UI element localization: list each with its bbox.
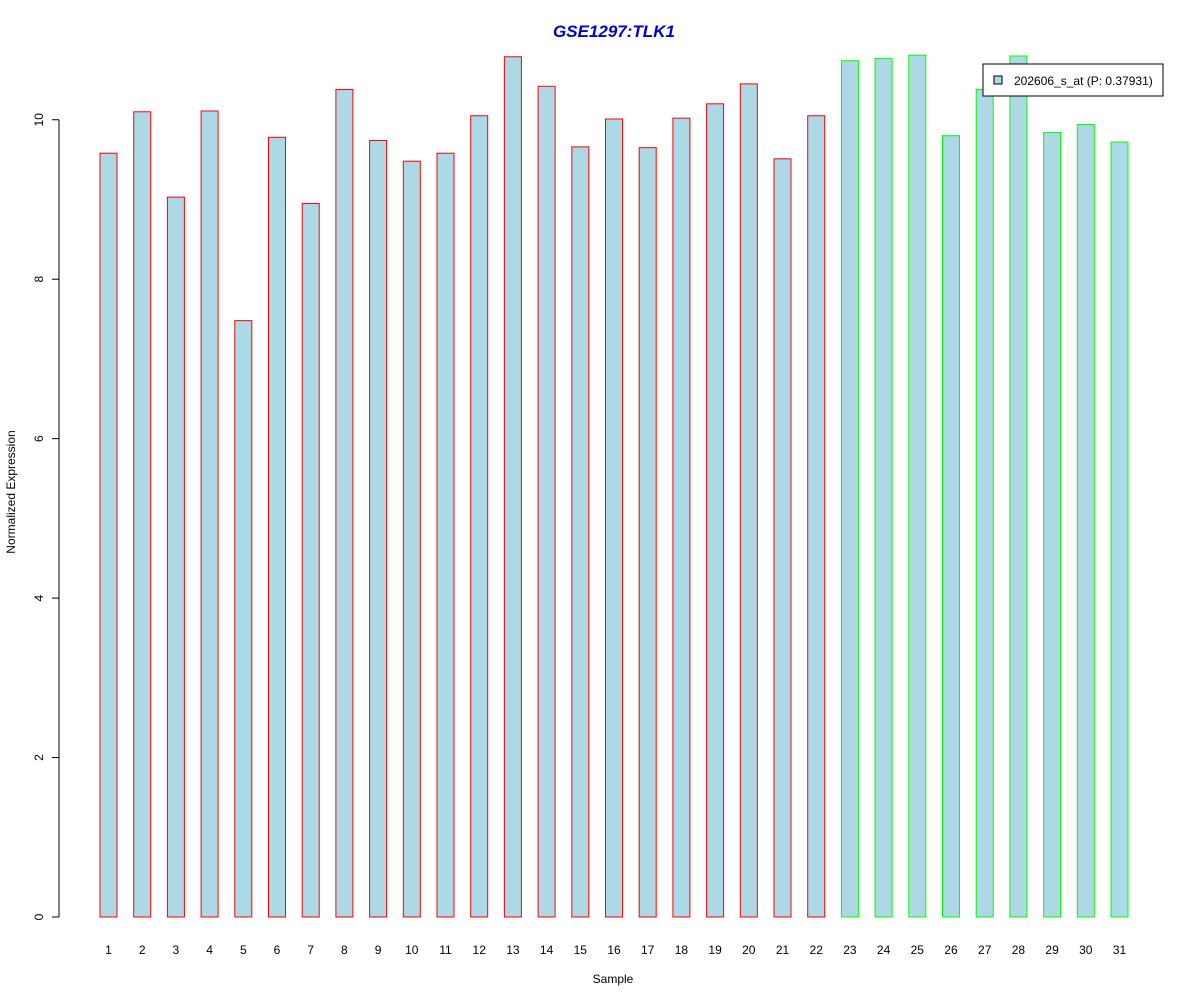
bar-sample-7 bbox=[301, 202, 320, 918]
x-tick-label: 28 bbox=[1012, 943, 1026, 957]
bar-sample-27 bbox=[975, 88, 994, 918]
x-tick-label: 8 bbox=[341, 943, 348, 957]
x-tick-label: 17 bbox=[641, 943, 655, 957]
bar-sample-26 bbox=[942, 135, 960, 918]
x-tick-label: 7 bbox=[307, 943, 314, 957]
bar-sample-9 bbox=[369, 139, 388, 918]
bars bbox=[99, 54, 1129, 918]
x-tick-label: 11 bbox=[439, 943, 452, 957]
y-tick-label: 0 bbox=[32, 913, 46, 920]
legend: 202606_s_at (P: 0.37931) bbox=[982, 63, 1164, 97]
bar-sample-23 bbox=[840, 60, 859, 918]
bar-sample-20 bbox=[739, 83, 758, 918]
x-tick-label: 31 bbox=[1113, 943, 1127, 957]
x-tick-label: 24 bbox=[877, 943, 891, 957]
bar-sample-28 bbox=[1009, 55, 1028, 918]
x-axis-ticks: 1 2 3 4 5 6 7 8 9 10 11 12 13 14 15 16 17 18 19 20 21 22 23 24 2… bbox=[105, 943, 1126, 957]
x-tick-label: 1 bbox=[105, 943, 112, 957]
legend-label: 202606_s_at (P: 0.37931) bbox=[1014, 74, 1153, 88]
bar-sample-30 bbox=[1076, 124, 1095, 918]
bar-sample-14 bbox=[537, 85, 556, 918]
bar-sample-5 bbox=[234, 320, 253, 918]
x-tick-label: 25 bbox=[911, 943, 925, 957]
bar-sample-21 bbox=[773, 158, 792, 918]
x-tick-label: 18 bbox=[675, 943, 689, 957]
bar-sample-17 bbox=[638, 147, 657, 918]
bar-sample-12 bbox=[470, 115, 489, 918]
x-tick-label: 9 bbox=[375, 943, 382, 957]
y-tick-label: 10 bbox=[32, 113, 46, 127]
x-tick-label: 15 bbox=[574, 943, 588, 957]
x-tick-label: 23 bbox=[843, 943, 857, 957]
chart-title: GSE1297:TLK1 bbox=[553, 22, 675, 41]
legend-swatch bbox=[993, 75, 1003, 85]
bar-sample-6 bbox=[268, 136, 286, 918]
x-tick-label: 5 bbox=[240, 943, 247, 957]
x-tick-label: 27 bbox=[978, 943, 992, 957]
legend-box bbox=[982, 63, 1164, 97]
x-tick-label: 29 bbox=[1045, 943, 1059, 957]
x-tick-label: 30 bbox=[1079, 943, 1093, 957]
bar-sample-2 bbox=[133, 111, 152, 918]
y-tick-label: 6 bbox=[32, 435, 46, 442]
x-tick-label: 4 bbox=[206, 943, 213, 957]
y-tick-label: 2 bbox=[32, 754, 46, 761]
bar-sample-11 bbox=[436, 152, 455, 918]
bar-sample-29 bbox=[1043, 132, 1062, 918]
x-axis-title: Sample bbox=[593, 972, 634, 986]
x-tick-label: 26 bbox=[944, 943, 958, 957]
bar-sample-3 bbox=[166, 196, 185, 918]
x-tick-label: 22 bbox=[810, 943, 824, 957]
bar-sample-8 bbox=[335, 88, 354, 918]
y-tick-label: 4 bbox=[32, 594, 46, 601]
x-tick-label: 12 bbox=[473, 943, 487, 957]
x-tick-label: 13 bbox=[506, 943, 520, 957]
y-axis-title: Normalized Expression bbox=[4, 430, 18, 553]
bar-sample-10 bbox=[402, 160, 421, 918]
bar-sample-19 bbox=[706, 103, 725, 918]
x-tick-label: 10 bbox=[405, 943, 419, 957]
bar-sample-31 bbox=[1110, 141, 1129, 918]
bar-sample-18 bbox=[672, 117, 691, 918]
bar-sample-13 bbox=[503, 56, 522, 918]
bar-sample-15 bbox=[571, 146, 590, 918]
x-tick-label: 20 bbox=[742, 943, 756, 957]
y-axis: 0 2 4 6 8 10 bbox=[32, 113, 60, 920]
x-tick-label: 2 bbox=[139, 943, 146, 957]
bar-sample-4 bbox=[200, 110, 219, 918]
x-tick-label: 19 bbox=[708, 943, 722, 957]
x-tick-label: 6 bbox=[274, 943, 281, 957]
bar-sample-1 bbox=[99, 152, 118, 918]
x-tick-label: 16 bbox=[607, 943, 621, 957]
bar-sample-22 bbox=[807, 115, 826, 918]
x-tick-label: 14 bbox=[540, 943, 554, 957]
x-tick-label: 3 bbox=[173, 943, 180, 957]
x-tick-label: 21 bbox=[776, 943, 790, 957]
bar-sample-24 bbox=[874, 57, 893, 918]
bar-sample-25 bbox=[908, 54, 927, 918]
y-tick-label: 8 bbox=[32, 276, 46, 283]
bar-sample-16 bbox=[605, 118, 623, 918]
